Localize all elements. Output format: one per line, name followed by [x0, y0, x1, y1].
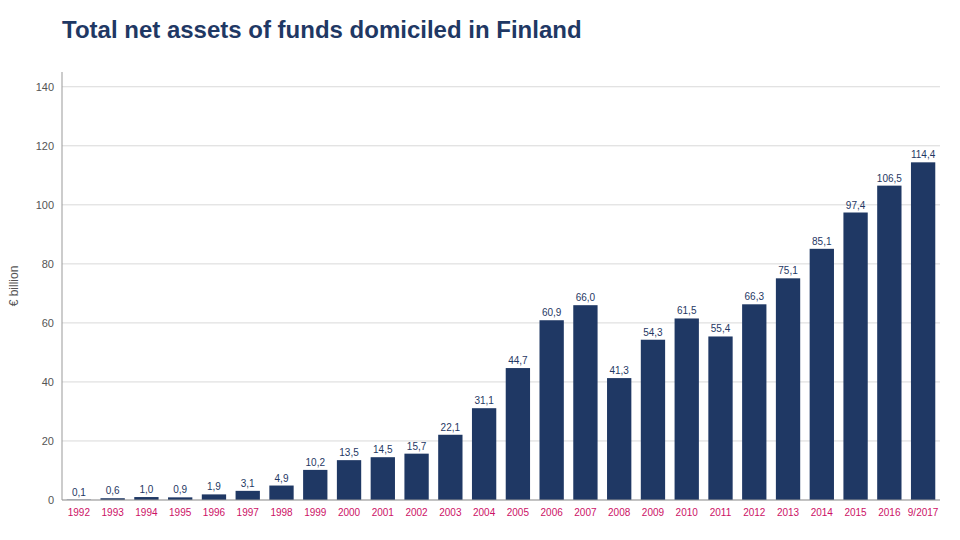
data-label: 0,6: [106, 485, 120, 496]
grid-line: [62, 86, 940, 87]
x-tick-label: 2000: [338, 507, 361, 518]
x-tick-label: 1992: [68, 507, 91, 518]
data-label: 60,9: [542, 307, 562, 318]
x-tick-label: 2008: [608, 507, 631, 518]
y-tick-label: 140: [36, 81, 54, 93]
data-label: 1,9: [207, 481, 221, 492]
data-label: 22,1: [441, 422, 461, 433]
y-tick-label: 100: [36, 199, 54, 211]
x-tick-label: 2006: [541, 507, 564, 518]
x-tick-label: 2005: [507, 507, 530, 518]
bar: [506, 368, 530, 500]
y-axis-label: € billion: [7, 266, 21, 307]
x-axis-line: [62, 500, 940, 501]
data-label: 106,5: [877, 173, 902, 184]
data-label: 4,9: [275, 473, 289, 484]
x-tick-label: 2010: [676, 507, 699, 518]
bar: [236, 491, 260, 500]
grid-line: [62, 322, 940, 323]
bar: [742, 304, 766, 500]
grid-line: [62, 440, 940, 441]
x-tick-label: 1998: [270, 507, 293, 518]
x-tick-label: 2012: [743, 507, 766, 518]
x-tick-label: 2007: [574, 507, 597, 518]
bar: [810, 249, 834, 500]
x-tick-label: 2002: [405, 507, 428, 518]
x-tick-label: 2015: [844, 507, 867, 518]
y-axis-line: [62, 72, 63, 500]
x-tick-label: 1996: [203, 507, 226, 518]
x-tick-label: 2016: [878, 507, 901, 518]
data-label: 66,3: [745, 291, 765, 302]
x-tick-label: 2001: [372, 507, 395, 518]
bar: [641, 340, 665, 500]
data-label: 44,7: [508, 355, 528, 366]
chart-title: Total net assets of funds domiciled in F…: [62, 16, 582, 43]
bar: [472, 408, 496, 500]
x-tick-label: 1999: [304, 507, 327, 518]
x-tick-label: 1995: [169, 507, 192, 518]
data-label: 54,3: [643, 327, 663, 338]
data-label: 55,4: [711, 323, 731, 334]
x-tick-label: 2013: [777, 507, 800, 518]
y-tick-label: 60: [42, 317, 54, 329]
bar: [404, 454, 428, 500]
bar: [573, 305, 597, 500]
grid-line: [62, 204, 940, 205]
data-label: 41,3: [609, 365, 629, 376]
bar: [675, 318, 699, 500]
bar: [337, 460, 361, 500]
bars: [67, 162, 936, 500]
data-label: 75,1: [778, 265, 798, 276]
x-tick-label: 9/2017: [908, 507, 939, 518]
x-tick-label: 1993: [102, 507, 125, 518]
data-label: 0,9: [173, 484, 187, 495]
x-tick-label: 2003: [439, 507, 462, 518]
data-label: 114,4: [911, 149, 936, 160]
bar: [202, 494, 226, 500]
bar: [607, 378, 631, 500]
grid-line: [62, 500, 940, 501]
grid-line: [62, 381, 940, 382]
data-label: 61,5: [677, 305, 697, 316]
bar: [877, 186, 901, 500]
x-tick-label: 2011: [710, 507, 732, 518]
y-tick-label: 20: [42, 435, 54, 447]
grid: [62, 87, 940, 500]
y-tick-label: 120: [36, 140, 54, 152]
bar: [269, 486, 293, 500]
data-label: 66,0: [576, 292, 596, 303]
bar: [776, 278, 800, 500]
x-tick-label: 2009: [642, 507, 665, 518]
data-label: 31,1: [474, 395, 494, 406]
data-label: 85,1: [812, 236, 832, 247]
bar: [911, 162, 935, 500]
y-tick-label: 40: [42, 376, 54, 388]
data-label: 1,0: [139, 484, 153, 495]
grid-line: [62, 263, 940, 264]
data-label: 10,2: [306, 457, 326, 468]
data-label: 3,1: [241, 478, 255, 489]
bar: [438, 435, 462, 500]
y-tick-label: 80: [42, 258, 54, 270]
data-label: 0,1: [72, 487, 86, 498]
data-label: 15,7: [407, 441, 427, 452]
data-label: 13,5: [339, 447, 359, 458]
bar: [843, 213, 867, 500]
chart-container: Total net assets of funds domiciled in F…: [0, 0, 960, 540]
y-tick-label: 0: [48, 494, 54, 506]
chart-svg: Total net assets of funds domiciled in F…: [0, 0, 960, 540]
grid-line: [62, 145, 940, 146]
x-tick-label: 2014: [811, 507, 834, 518]
bar: [371, 457, 395, 500]
x-tick-label: 1997: [237, 507, 260, 518]
x-tick-label: 1994: [135, 507, 158, 518]
data-label: 97,4: [846, 200, 866, 211]
bar: [708, 336, 732, 500]
bar: [303, 470, 327, 500]
x-tick-label: 2004: [473, 507, 496, 518]
data-label: 14,5: [373, 444, 393, 455]
bar: [539, 320, 563, 500]
